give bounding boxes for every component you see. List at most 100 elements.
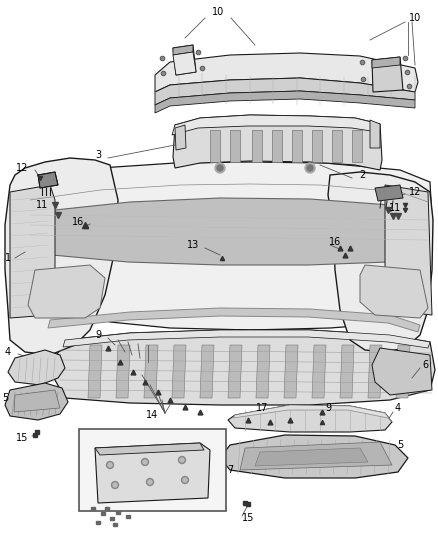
Polygon shape bbox=[173, 52, 196, 75]
Polygon shape bbox=[372, 348, 432, 395]
Bar bbox=[110, 516, 114, 520]
Circle shape bbox=[305, 163, 315, 173]
Polygon shape bbox=[252, 130, 262, 162]
Bar bbox=[116, 511, 120, 513]
Polygon shape bbox=[292, 130, 302, 162]
Polygon shape bbox=[370, 120, 380, 148]
Polygon shape bbox=[360, 265, 428, 318]
Polygon shape bbox=[172, 115, 380, 135]
Polygon shape bbox=[220, 435, 408, 478]
Text: 15: 15 bbox=[242, 513, 254, 523]
Polygon shape bbox=[175, 125, 186, 150]
Polygon shape bbox=[55, 330, 435, 405]
Polygon shape bbox=[272, 130, 282, 162]
Polygon shape bbox=[255, 448, 368, 466]
FancyBboxPatch shape bbox=[79, 429, 226, 511]
Circle shape bbox=[307, 165, 313, 171]
Text: 1: 1 bbox=[5, 253, 11, 263]
Polygon shape bbox=[116, 345, 130, 398]
Polygon shape bbox=[5, 383, 68, 420]
Polygon shape bbox=[95, 443, 210, 503]
Text: 4: 4 bbox=[395, 403, 401, 413]
Polygon shape bbox=[14, 390, 60, 412]
Polygon shape bbox=[396, 345, 410, 398]
Polygon shape bbox=[210, 130, 220, 162]
Circle shape bbox=[113, 483, 117, 487]
Polygon shape bbox=[144, 345, 158, 398]
Text: 15: 15 bbox=[16, 433, 28, 443]
Polygon shape bbox=[25, 162, 432, 330]
Text: 14: 14 bbox=[146, 410, 158, 420]
Text: 2: 2 bbox=[359, 170, 365, 180]
Polygon shape bbox=[8, 350, 65, 385]
Polygon shape bbox=[284, 345, 298, 398]
Polygon shape bbox=[228, 405, 392, 432]
Circle shape bbox=[148, 480, 152, 484]
Circle shape bbox=[112, 481, 119, 489]
Polygon shape bbox=[230, 130, 240, 162]
Circle shape bbox=[108, 463, 112, 467]
Bar bbox=[126, 514, 130, 518]
Text: 17: 17 bbox=[256, 403, 268, 413]
Polygon shape bbox=[38, 172, 58, 188]
Text: 3: 3 bbox=[95, 150, 101, 160]
Polygon shape bbox=[328, 172, 433, 352]
Text: 7: 7 bbox=[227, 465, 233, 475]
Polygon shape bbox=[52, 198, 420, 265]
Text: 11: 11 bbox=[36, 200, 48, 210]
Circle shape bbox=[143, 460, 147, 464]
Polygon shape bbox=[155, 91, 415, 113]
Text: 16: 16 bbox=[329, 237, 341, 247]
Polygon shape bbox=[372, 57, 403, 92]
Polygon shape bbox=[340, 345, 354, 398]
Polygon shape bbox=[28, 265, 105, 318]
Circle shape bbox=[183, 478, 187, 482]
Polygon shape bbox=[155, 53, 418, 92]
Circle shape bbox=[179, 456, 186, 464]
Bar bbox=[101, 512, 105, 514]
Polygon shape bbox=[233, 405, 392, 422]
Text: 6: 6 bbox=[422, 360, 428, 370]
Circle shape bbox=[181, 477, 188, 483]
Polygon shape bbox=[228, 345, 242, 398]
Polygon shape bbox=[372, 57, 400, 68]
Polygon shape bbox=[95, 443, 204, 455]
Bar bbox=[91, 506, 95, 510]
Bar bbox=[96, 521, 100, 523]
Text: 5: 5 bbox=[397, 440, 403, 450]
Polygon shape bbox=[375, 185, 403, 201]
Text: 9: 9 bbox=[325, 403, 331, 413]
Circle shape bbox=[141, 458, 148, 465]
Text: 10: 10 bbox=[212, 7, 224, 17]
Text: 10: 10 bbox=[409, 13, 421, 23]
Polygon shape bbox=[312, 345, 326, 398]
Polygon shape bbox=[5, 158, 118, 355]
Bar bbox=[113, 522, 117, 526]
Polygon shape bbox=[368, 345, 382, 398]
Polygon shape bbox=[173, 115, 382, 170]
Circle shape bbox=[106, 462, 113, 469]
Text: 5: 5 bbox=[2, 393, 8, 403]
Polygon shape bbox=[172, 345, 186, 398]
Polygon shape bbox=[63, 330, 430, 348]
Circle shape bbox=[217, 165, 223, 171]
Polygon shape bbox=[385, 185, 432, 315]
Polygon shape bbox=[312, 130, 322, 162]
Polygon shape bbox=[352, 130, 362, 162]
Circle shape bbox=[215, 163, 225, 173]
Text: 12: 12 bbox=[16, 163, 28, 173]
Polygon shape bbox=[88, 345, 102, 398]
Circle shape bbox=[146, 479, 153, 486]
Text: 16: 16 bbox=[72, 217, 84, 227]
Polygon shape bbox=[173, 45, 193, 55]
Text: 9: 9 bbox=[95, 330, 101, 340]
Text: 13: 13 bbox=[187, 240, 199, 250]
Polygon shape bbox=[10, 185, 55, 318]
Text: 4: 4 bbox=[5, 347, 11, 357]
Polygon shape bbox=[200, 345, 214, 398]
Circle shape bbox=[180, 458, 184, 462]
Text: 11: 11 bbox=[389, 203, 401, 213]
Polygon shape bbox=[48, 308, 420, 332]
Polygon shape bbox=[256, 345, 270, 398]
Polygon shape bbox=[240, 442, 392, 470]
